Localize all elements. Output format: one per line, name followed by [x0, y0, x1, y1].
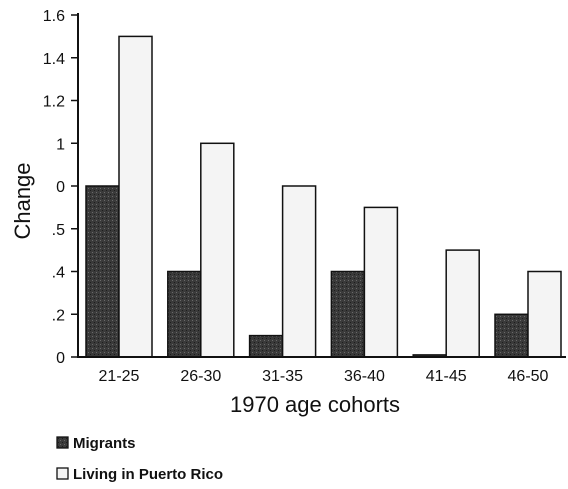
- bar-living-in-puerto-rico-41-45: [445, 249, 480, 358]
- bar-migrants-21-25: [85, 185, 120, 358]
- x-tick-label: 36-40: [344, 368, 385, 385]
- legend-label-living-in-puerto-rico: Living in Puerto Rico: [73, 466, 223, 483]
- x-tick-label: 21-25: [99, 368, 140, 385]
- x-axis-title: 1970 age cohorts: [230, 392, 400, 417]
- x-tick-label: 26-30: [180, 368, 221, 385]
- bar-migrants-36-40: [330, 270, 366, 358]
- bar-living-in-puerto-rico-31-35: [281, 185, 317, 358]
- legend: Migrants Living in Puerto Rico: [56, 435, 223, 483]
- bar-living-in-puerto-rico-46-50: [527, 270, 562, 358]
- bar-migrants-26-30: [167, 270, 202, 358]
- y-tick-label: 1.4: [43, 51, 65, 68]
- y-tick-label: .4: [52, 265, 65, 282]
- bar-migrants-46-50: [494, 313, 529, 358]
- bar-living-in-puerto-rico-36-40: [363, 206, 399, 358]
- y-tick-label: 1: [56, 136, 65, 153]
- legend-label-migrants: Migrants: [73, 435, 136, 452]
- x-tick-label: 41-45: [426, 368, 467, 385]
- y-tick-label: .5: [52, 222, 65, 239]
- y-tick-label: 1.6: [43, 8, 65, 25]
- x-tick-label: 46-50: [508, 368, 549, 385]
- y-axis-title: Change: [10, 162, 35, 239]
- y-tick-label: .2: [52, 307, 65, 324]
- bar-living-in-puerto-rico-26-30: [200, 142, 235, 358]
- y-tick-label: 0: [56, 179, 65, 196]
- bar-living-in-puerto-rico-21-25: [118, 35, 153, 358]
- y-tick-label: 0: [56, 350, 65, 367]
- y-tick-label: 1.2: [43, 94, 65, 111]
- bar-migrants-31-35: [248, 334, 284, 358]
- legend-swatch-living-in-puerto-rico: [56, 467, 69, 480]
- x-tick-label: 31-35: [262, 368, 303, 385]
- legend-swatch-migrants: [56, 436, 69, 449]
